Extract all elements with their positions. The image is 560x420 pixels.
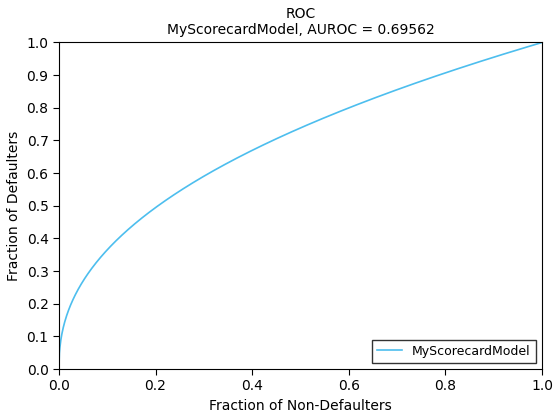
Y-axis label: Fraction of Defaulters: Fraction of Defaulters (7, 131, 21, 281)
X-axis label: Fraction of Non-Defaulters: Fraction of Non-Defaulters (209, 399, 392, 413)
MyScorecardModel (539, 40, 545, 45)
MyScorecardModel (268, 139, 275, 144)
MyScorecardModel (441, 71, 448, 76)
MyScorecardModel (105, 246, 111, 251)
Legend: MyScorecardModel: MyScorecardModel (372, 340, 536, 363)
MyScorecardModel (432, 74, 439, 79)
Line: MyScorecardModel: MyScorecardModel (59, 42, 542, 369)
MyScorecardModel (251, 147, 258, 152)
Title: ROC
MyScorecardModel, AUROC = 0.69562: ROC MyScorecardModel, AUROC = 0.69562 (167, 7, 435, 37)
MyScorecardModel (388, 89, 394, 94)
MyScorecardModel (55, 367, 62, 372)
